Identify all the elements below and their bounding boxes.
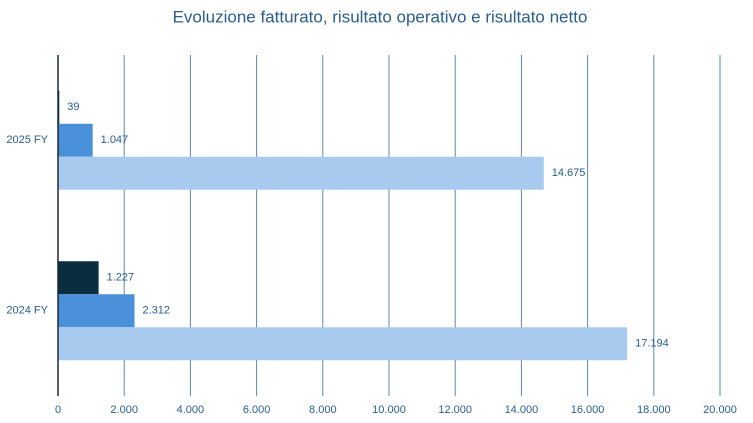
bar <box>58 123 93 157</box>
y-tick-label: 2025 FY <box>6 134 48 146</box>
value-label: 17.194 <box>635 338 669 350</box>
bar <box>58 156 544 190</box>
x-tick-label: 0 <box>55 404 61 416</box>
x-tick-label: 14.000 <box>505 404 539 416</box>
value-label: 14.675 <box>552 167 586 179</box>
bar <box>58 261 99 295</box>
value-label: 1.047 <box>101 134 129 146</box>
x-tick-label: 12.000 <box>438 404 472 416</box>
bar <box>58 327 628 361</box>
x-tick-label: 18.000 <box>637 404 671 416</box>
value-label: 1.227 <box>107 272 135 284</box>
y-tick-label: 2024 FY <box>6 305 48 317</box>
x-tick-label: 20.000 <box>703 404 737 416</box>
chart-title: Evoluzione fatturato, risultato operativ… <box>173 7 588 26</box>
value-label: 2.312 <box>143 305 171 317</box>
value-label: 39 <box>67 101 79 113</box>
x-tick-label: 4.000 <box>177 404 205 416</box>
x-tick-label: 6.000 <box>243 404 271 416</box>
bar <box>58 294 135 328</box>
x-tick-label: 2.000 <box>110 404 138 416</box>
x-tick-label: 16.000 <box>571 404 605 416</box>
x-tick-label: 10.000 <box>372 404 406 416</box>
x-tick-label: 8.000 <box>309 404 337 416</box>
